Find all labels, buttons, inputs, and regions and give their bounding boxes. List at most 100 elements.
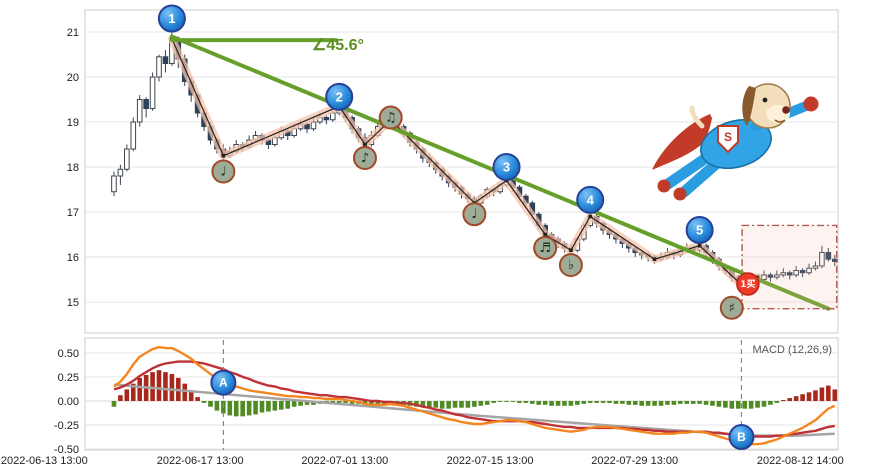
macd-hist-bar [780, 400, 786, 401]
dea-line [113, 360, 835, 438]
macd-hist-bar [710, 400, 715, 406]
dog-boot [657, 179, 671, 193]
x-axis-label: 2022-07-15 13:00 [447, 455, 534, 467]
candle-up [780, 272, 787, 276]
macd-marker-label-A: A [219, 376, 228, 390]
macd-hist-bar [742, 400, 747, 409]
zigzag-vertex [363, 142, 367, 147]
macd-hist-bar [195, 397, 200, 401]
macd-hist-bar [826, 385, 831, 401]
note-marker-3 [462, 202, 487, 227]
macd-hist-bar [472, 400, 477, 407]
macd-hist-bar [568, 400, 574, 406]
candle-up [156, 56, 162, 78]
macd-hist-bar [723, 400, 728, 408]
dog-mitt [803, 96, 819, 112]
candle-up [793, 269, 799, 276]
macd-hist-bar [298, 400, 303, 406]
macd-hist-bar [587, 400, 593, 403]
note-glyph-3: ♩ [471, 207, 477, 222]
macd-hist-bar [150, 372, 155, 401]
macd-hist-bar [768, 400, 773, 405]
dog-ear [742, 86, 756, 126]
note-glyph-1: ♪ [361, 151, 369, 166]
candle-up [819, 251, 825, 267]
zigzag-line [171, 38, 758, 283]
macd-hist-bar [137, 377, 143, 401]
candle-up [149, 76, 156, 110]
macd-hist-bar [607, 400, 612, 403]
macd-hist-bar [639, 400, 645, 406]
macd-hist-bar [452, 400, 458, 408]
note-marker-4 [533, 235, 558, 260]
macd-hist-bar [748, 400, 754, 409]
zigzag-vertex [221, 153, 226, 158]
note-glyph-6: ♯ [729, 301, 735, 316]
macd-hist-bar [497, 400, 503, 402]
macd-hist-bar [484, 400, 490, 405]
candle-down [786, 272, 793, 276]
dog-shield-letter: S [724, 130, 732, 144]
macd-hist-bar [671, 400, 677, 405]
macd-hist-bar [517, 400, 522, 403]
macd-hist-bar [439, 400, 445, 409]
macd-hist-bar [156, 370, 162, 401]
price-axis-label: 19 [67, 117, 79, 129]
price-axis-label: 15 [67, 297, 79, 309]
x-axis-label: 2022-07-01 13:00 [301, 455, 388, 467]
macd-hist-bar [343, 400, 348, 403]
candle-up [310, 121, 317, 130]
x-axis-label: 2022-08-12 14:00 [757, 455, 844, 467]
macd-axis-label: 0.00 [58, 396, 79, 408]
macd-hist-bar [182, 383, 188, 401]
macd-hist-bar [459, 400, 464, 408]
price-axis-label: 21 [67, 27, 79, 39]
macd-hist-bar [774, 400, 780, 403]
zigzag-vertex [652, 257, 657, 262]
macd-hist-bar [446, 400, 451, 409]
macd-hist-bar [130, 383, 136, 401]
macd-hist-bar [536, 400, 542, 405]
macd-hist-bar [819, 387, 825, 401]
macd-hist-bar [581, 400, 587, 404]
macd-hist-bar [678, 400, 683, 404]
angle-annotation: ∠45.6° [312, 37, 364, 54]
candle-down [825, 251, 832, 260]
macd-trend-gray-line [113, 383, 835, 437]
macd-hist-bar [735, 400, 741, 409]
note-marker-2 [378, 105, 403, 130]
macd-hist-bar [427, 400, 432, 408]
macd-hist-bar [806, 392, 812, 401]
macd-hist-bar [478, 400, 484, 406]
note-marker-5 [558, 253, 583, 278]
macd-hist-bar [600, 400, 606, 403]
buy-signal-label: 1买 [740, 279, 755, 290]
macd-hist-bar [246, 400, 252, 416]
macd-hist-bar [278, 400, 284, 410]
superhero-dog-mascot: S [652, 83, 819, 201]
macd-hist-bar [800, 394, 805, 401]
macd-hist-bar [523, 400, 529, 403]
macd-hist-bar [813, 390, 818, 401]
candle-up [806, 267, 812, 274]
wave-number-5: 5 [696, 222, 703, 237]
macd-hist-bar [716, 400, 722, 407]
dog-rear-leg [678, 158, 722, 198]
macd-hist-bar [304, 400, 310, 405]
chart-render-root: 212019181716150.500.250.00-0.25-0.502022… [1, 4, 844, 467]
macd-hist-bar [645, 400, 651, 406]
dog-cape [652, 114, 712, 170]
candle-down [831, 258, 838, 262]
macd-hist-bar [562, 400, 567, 406]
note-glyph-2: ♫ [385, 111, 397, 126]
macd-marker-label-B: B [737, 430, 746, 444]
wave-number-1: 1 [168, 11, 175, 26]
macd-hist-bar [684, 400, 690, 404]
dog-eye [762, 97, 768, 103]
macd-hist-bar [188, 391, 194, 401]
wave-number-2: 2 [336, 89, 343, 104]
macd-hist-bar [111, 400, 117, 407]
candle-down [162, 56, 169, 65]
macd-hist-bar [291, 400, 297, 407]
